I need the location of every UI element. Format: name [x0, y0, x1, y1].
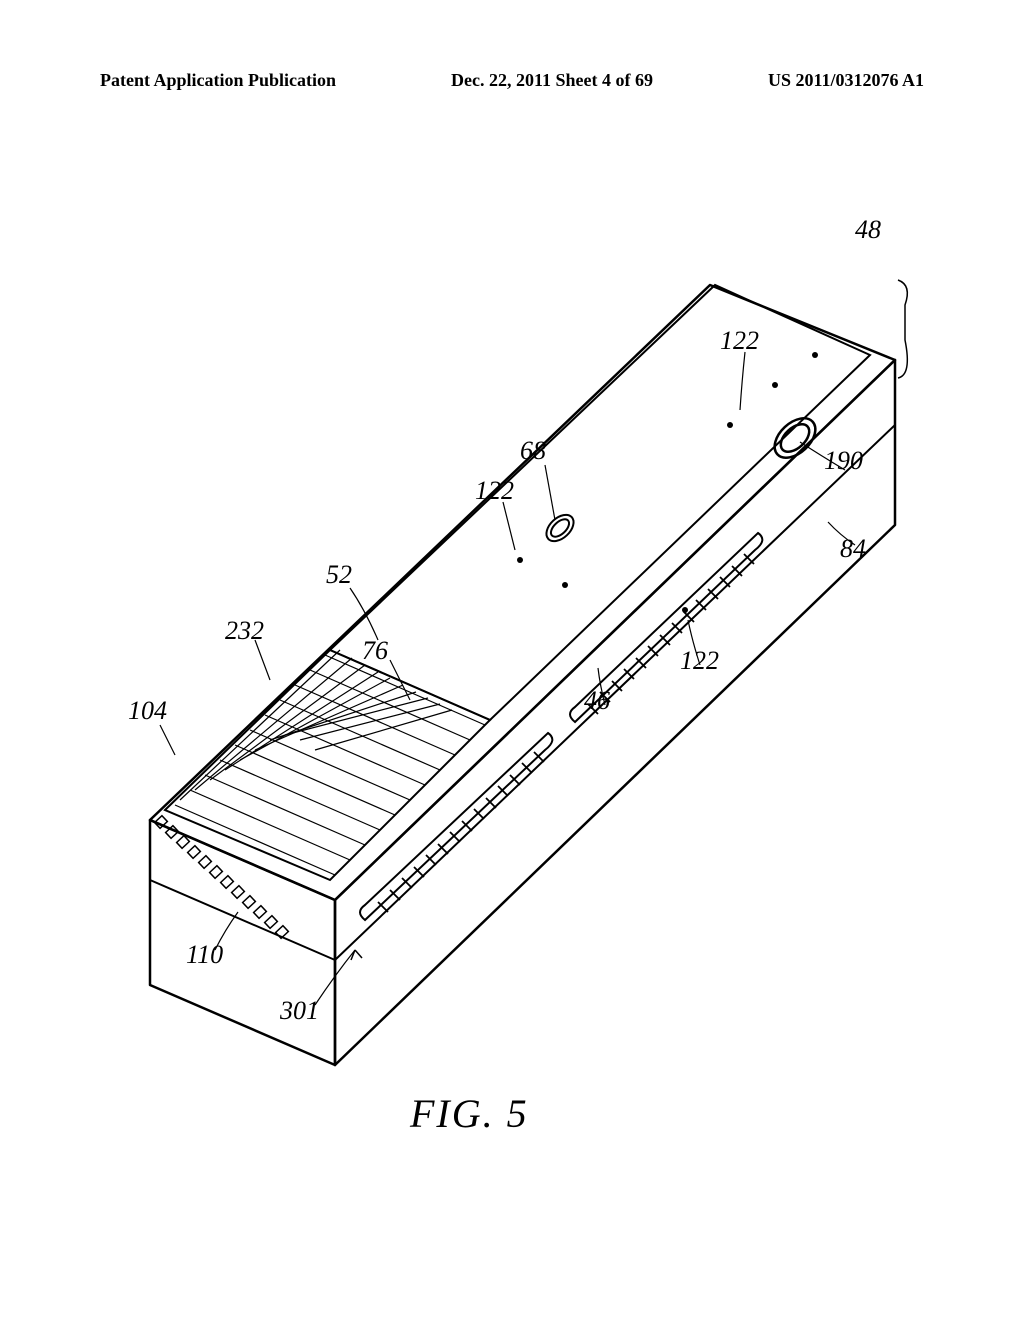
- header-date-sheet: Dec. 22, 2011 Sheet 4 of 69: [451, 70, 653, 91]
- ref-110: 110: [186, 940, 223, 970]
- leader-lines: [160, 352, 855, 1005]
- ref-46: 46: [584, 686, 610, 716]
- ref-122-c: 122: [680, 646, 719, 676]
- ref-122-a: 122: [475, 476, 514, 506]
- ref-68: 68: [520, 436, 546, 466]
- figure-svg: [0, 130, 1024, 1230]
- cover-plate: [330, 285, 870, 720]
- ref-104: 104: [128, 696, 167, 726]
- figure-label: FIG. 5: [410, 1090, 529, 1137]
- device-body: [150, 285, 895, 1065]
- bracket-48: [898, 280, 907, 378]
- ref-122-b: 122: [720, 326, 759, 356]
- ref-76: 76: [362, 636, 388, 666]
- round-port-68: [541, 510, 578, 546]
- page-header: Patent Application Publication Dec. 22, …: [0, 0, 1024, 101]
- mesh-grid: [165, 650, 490, 880]
- ref-84: 84: [840, 534, 866, 564]
- alignment-dots: [517, 352, 818, 613]
- vent-slot-1: [360, 733, 552, 920]
- ref-52: 52: [326, 560, 352, 590]
- ref-190: 190: [824, 446, 863, 476]
- ref-301: 301: [280, 996, 319, 1026]
- ref-232: 232: [225, 616, 264, 646]
- ref-48: 48: [855, 215, 881, 245]
- header-publication: Patent Application Publication: [100, 70, 336, 91]
- header-patent-number: US 2011/0312076 A1: [768, 70, 924, 91]
- patent-drawing: 104 232 52 76 68 122 122 48 190 84 122 4…: [0, 130, 1024, 1230]
